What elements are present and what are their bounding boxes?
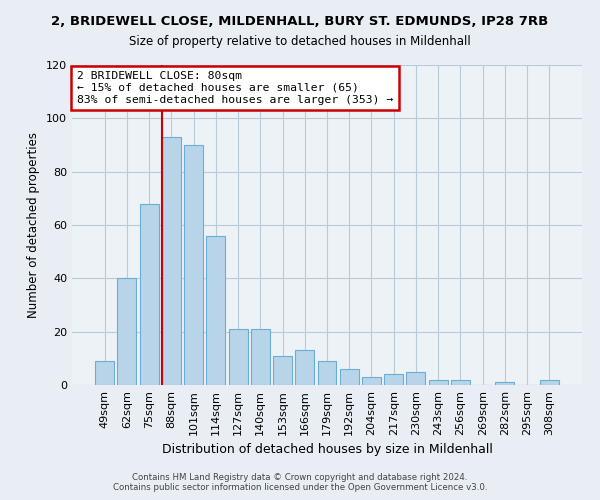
Bar <box>251 329 270 385</box>
Bar <box>229 329 248 385</box>
Bar <box>540 380 559 385</box>
Bar <box>140 204 158 385</box>
Bar <box>340 369 359 385</box>
Bar <box>95 361 114 385</box>
Bar <box>384 374 403 385</box>
Bar <box>406 372 425 385</box>
Bar <box>184 145 203 385</box>
Bar <box>429 380 448 385</box>
Bar <box>118 278 136 385</box>
Bar <box>362 377 381 385</box>
Bar <box>162 137 181 385</box>
Bar <box>496 382 514 385</box>
Y-axis label: Number of detached properties: Number of detached properties <box>28 132 40 318</box>
Bar <box>206 236 225 385</box>
Text: Contains HM Land Registry data © Crown copyright and database right 2024.
Contai: Contains HM Land Registry data © Crown c… <box>113 473 487 492</box>
Bar <box>295 350 314 385</box>
Bar <box>317 361 337 385</box>
Text: Size of property relative to detached houses in Mildenhall: Size of property relative to detached ho… <box>129 35 471 48</box>
Text: 2 BRIDEWELL CLOSE: 80sqm
← 15% of detached houses are smaller (65)
83% of semi-d: 2 BRIDEWELL CLOSE: 80sqm ← 15% of detach… <box>77 72 394 104</box>
Text: 2, BRIDEWELL CLOSE, MILDENHALL, BURY ST. EDMUNDS, IP28 7RB: 2, BRIDEWELL CLOSE, MILDENHALL, BURY ST.… <box>52 15 548 28</box>
X-axis label: Distribution of detached houses by size in Mildenhall: Distribution of detached houses by size … <box>161 444 493 456</box>
Bar <box>273 356 292 385</box>
Bar <box>451 380 470 385</box>
